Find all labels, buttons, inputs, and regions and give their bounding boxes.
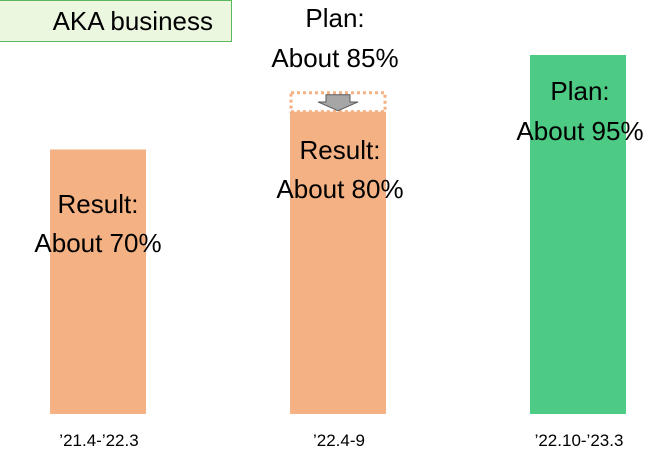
data-label: Plan: bbox=[305, 3, 364, 33]
data-label: About 85% bbox=[271, 43, 398, 73]
data-label: About 80% bbox=[276, 174, 403, 204]
category-label: ’21.4-’22.3 bbox=[59, 431, 138, 450]
data-label: Result: bbox=[58, 189, 139, 219]
plan-bar bbox=[530, 55, 626, 414]
data-label: About 70% bbox=[34, 228, 161, 258]
data-label: About 95% bbox=[516, 116, 643, 146]
data-label: Plan: bbox=[550, 76, 609, 106]
data-label: Result: bbox=[300, 135, 381, 165]
category-label: ’22.10-’23.3 bbox=[535, 431, 624, 450]
category-label: ’22.4-9 bbox=[313, 431, 365, 450]
down-arrow-icon bbox=[318, 95, 358, 111]
